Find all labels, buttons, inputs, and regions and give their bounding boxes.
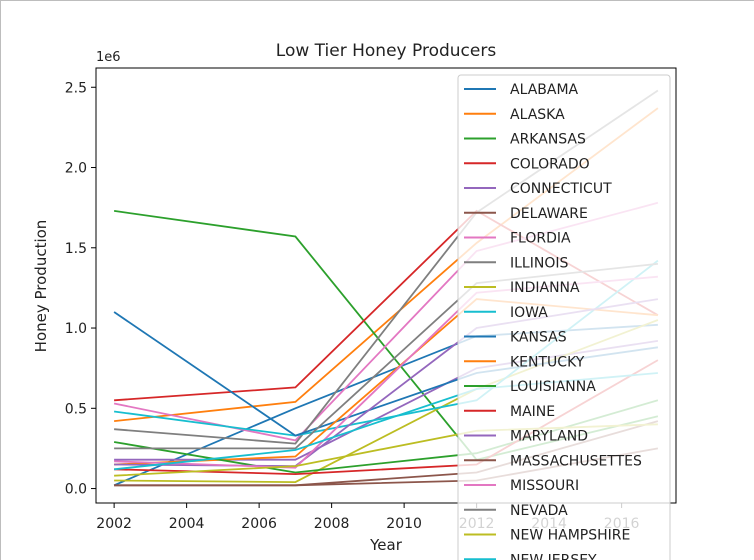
x-axis-label: Year <box>369 536 403 554</box>
legend-label: ARKANSAS <box>510 132 586 148</box>
y-axis: 0.0 0.5 1.0 1.5 2.0 2.5 <box>65 80 96 498</box>
legend-label: NEVADA <box>510 503 568 519</box>
legend-box <box>457 74 671 560</box>
legend-label: MASSACHUSETTES <box>510 453 642 469</box>
legend-label: ILLINOIS <box>510 255 568 271</box>
legend-label: COLORADO <box>510 156 590 172</box>
legend-label: KENTUCKY <box>510 354 585 370</box>
legend-label: IOWA <box>510 305 548 321</box>
plot-area-frame <box>95 67 677 504</box>
y-tick-label: 2.5 <box>65 80 87 96</box>
chart-title: Low Tier Honey Producers <box>276 41 497 61</box>
y-tick-label: 2.0 <box>65 161 87 177</box>
legend-label: KANSAS <box>510 330 567 346</box>
legend-label: INDIANNA <box>510 280 580 296</box>
y-tick-label: 0.0 <box>65 482 87 498</box>
y-tick-label: 1.5 <box>65 241 87 257</box>
legend-label: CONNECTICUT <box>510 181 612 197</box>
legend-label: NEW HAMPSHIRE <box>510 528 630 544</box>
x-tick-label: 2004 <box>169 516 205 532</box>
y-tick-label: 0.5 <box>65 401 87 417</box>
y-offset-label: 1e6 <box>96 50 121 65</box>
legend-label: DELAWARE <box>510 206 588 222</box>
y-tick-label: 1.0 <box>65 321 87 337</box>
legend-label: MISSOURI <box>510 478 579 494</box>
legend-label: MAINE <box>510 404 555 420</box>
legend-label: MARYLAND <box>510 429 588 445</box>
x-tick-label: 2006 <box>241 516 277 532</box>
x-tick-label: 2010 <box>386 516 422 532</box>
y-axis-label: Honey Production <box>32 220 50 353</box>
legend-label: FLORDIA <box>510 231 571 247</box>
legend-label: ALASKA <box>510 107 565 123</box>
x-tick-label: 2008 <box>314 516 350 532</box>
x-tick-label: 2002 <box>96 516 132 532</box>
window-border-left <box>0 0 1 560</box>
legend-label: NEW JERSEY <box>510 552 597 560</box>
legend: ALABAMA ALASKA ARKANSAS COLORADO CONNECTICUT… <box>457 74 671 560</box>
window-border-top <box>0 0 754 1</box>
legend-label: ALABAMA <box>510 82 579 98</box>
legend-label: LOUISIANNA <box>510 379 596 395</box>
